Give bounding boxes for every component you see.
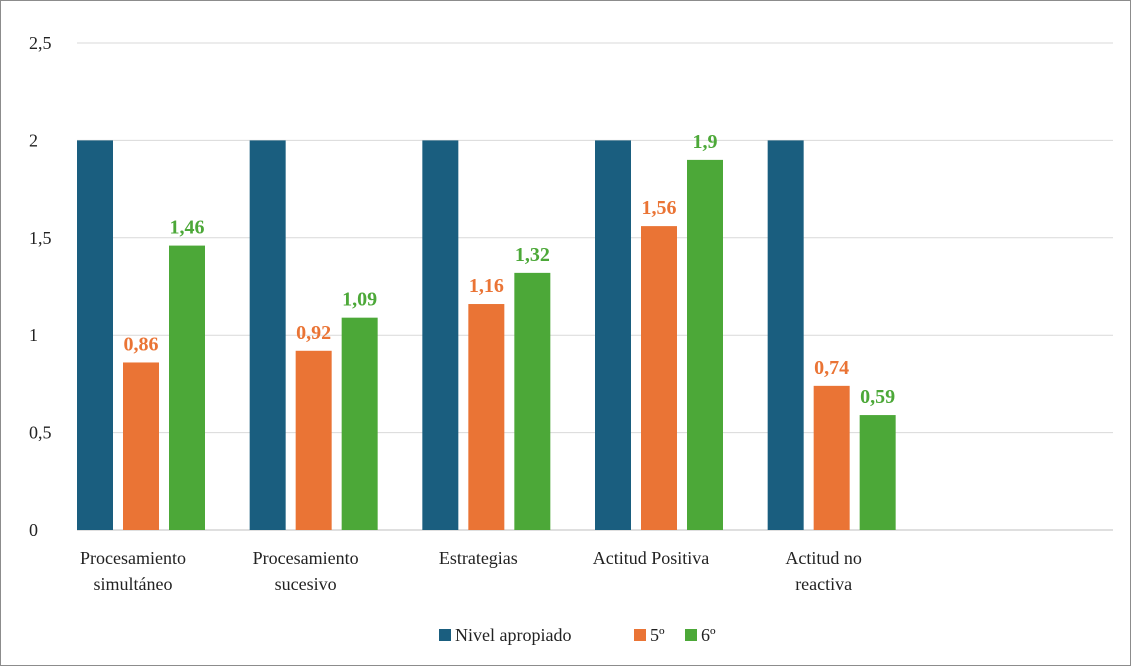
bar-5	[123, 362, 159, 530]
x-axis-category-labels: Procesamiento simultáneo Procesamiento suce…	[80, 548, 862, 594]
data-label: 0,86	[124, 333, 159, 355]
bar-5	[468, 304, 505, 530]
y-tick-label: 0,5	[29, 423, 52, 443]
bar-nivel-apropiado	[249, 140, 286, 530]
legend: Nivel apropiado 5º 6º	[439, 625, 716, 645]
y-tick-label: 1	[29, 325, 38, 345]
y-tick-label: 2	[29, 130, 38, 150]
bar-5	[295, 350, 332, 530]
data-label: 0,74	[814, 357, 849, 379]
y-axis-tick-labels: 0 0,5 1 1,5 2 2,5	[29, 33, 52, 540]
category-label: reactiva	[795, 574, 852, 594]
legend-label: Nivel apropiado	[455, 625, 571, 645]
legend-swatch	[685, 629, 697, 641]
data-label: 1,56	[642, 197, 677, 219]
category-label: sucesivo	[275, 574, 337, 594]
bar-5	[813, 385, 850, 530]
legend-label: 6º	[701, 625, 716, 645]
y-tick-label: 0	[29, 520, 38, 540]
data-label: 1,09	[342, 289, 377, 311]
bar-6	[169, 245, 205, 531]
bar-6	[859, 415, 896, 530]
bar-nivel-apropiado	[422, 140, 459, 530]
category-label: Procesamiento	[253, 548, 359, 568]
legend-swatch	[634, 629, 646, 641]
bar-nivel-apropiado	[767, 140, 804, 530]
y-tick-label: 2,5	[29, 33, 52, 53]
bar-6	[341, 317, 378, 530]
legend-swatch	[439, 629, 451, 641]
data-label: 0,59	[860, 386, 895, 408]
data-label: 1,16	[469, 275, 504, 297]
category-label: Procesamiento	[80, 548, 186, 568]
data-label: 0,92	[296, 322, 331, 344]
data-label: 1,46	[170, 217, 205, 239]
category-label: Estrategias	[439, 548, 518, 568]
bar-nivel-apropiado	[77, 140, 113, 530]
bar-6	[514, 272, 551, 530]
legend-label: 5º	[650, 625, 665, 645]
data-label: 1,9	[693, 131, 718, 153]
bar-5	[641, 226, 677, 530]
bar-6	[687, 159, 723, 530]
category-label: Actitud Positiva	[593, 548, 710, 568]
data-labels: 0,86 1,46 0,92 1,09 1,16 1,32 1,56 1,9 0,74 0,59	[124, 131, 896, 408]
y-tick-label: 1,5	[29, 228, 52, 248]
bar-nivel-apropiado	[595, 140, 631, 530]
category-label: Actitud no	[785, 548, 862, 568]
data-label: 1,32	[515, 244, 550, 266]
bars	[77, 140, 896, 531]
category-label: simultáneo	[94, 574, 173, 594]
